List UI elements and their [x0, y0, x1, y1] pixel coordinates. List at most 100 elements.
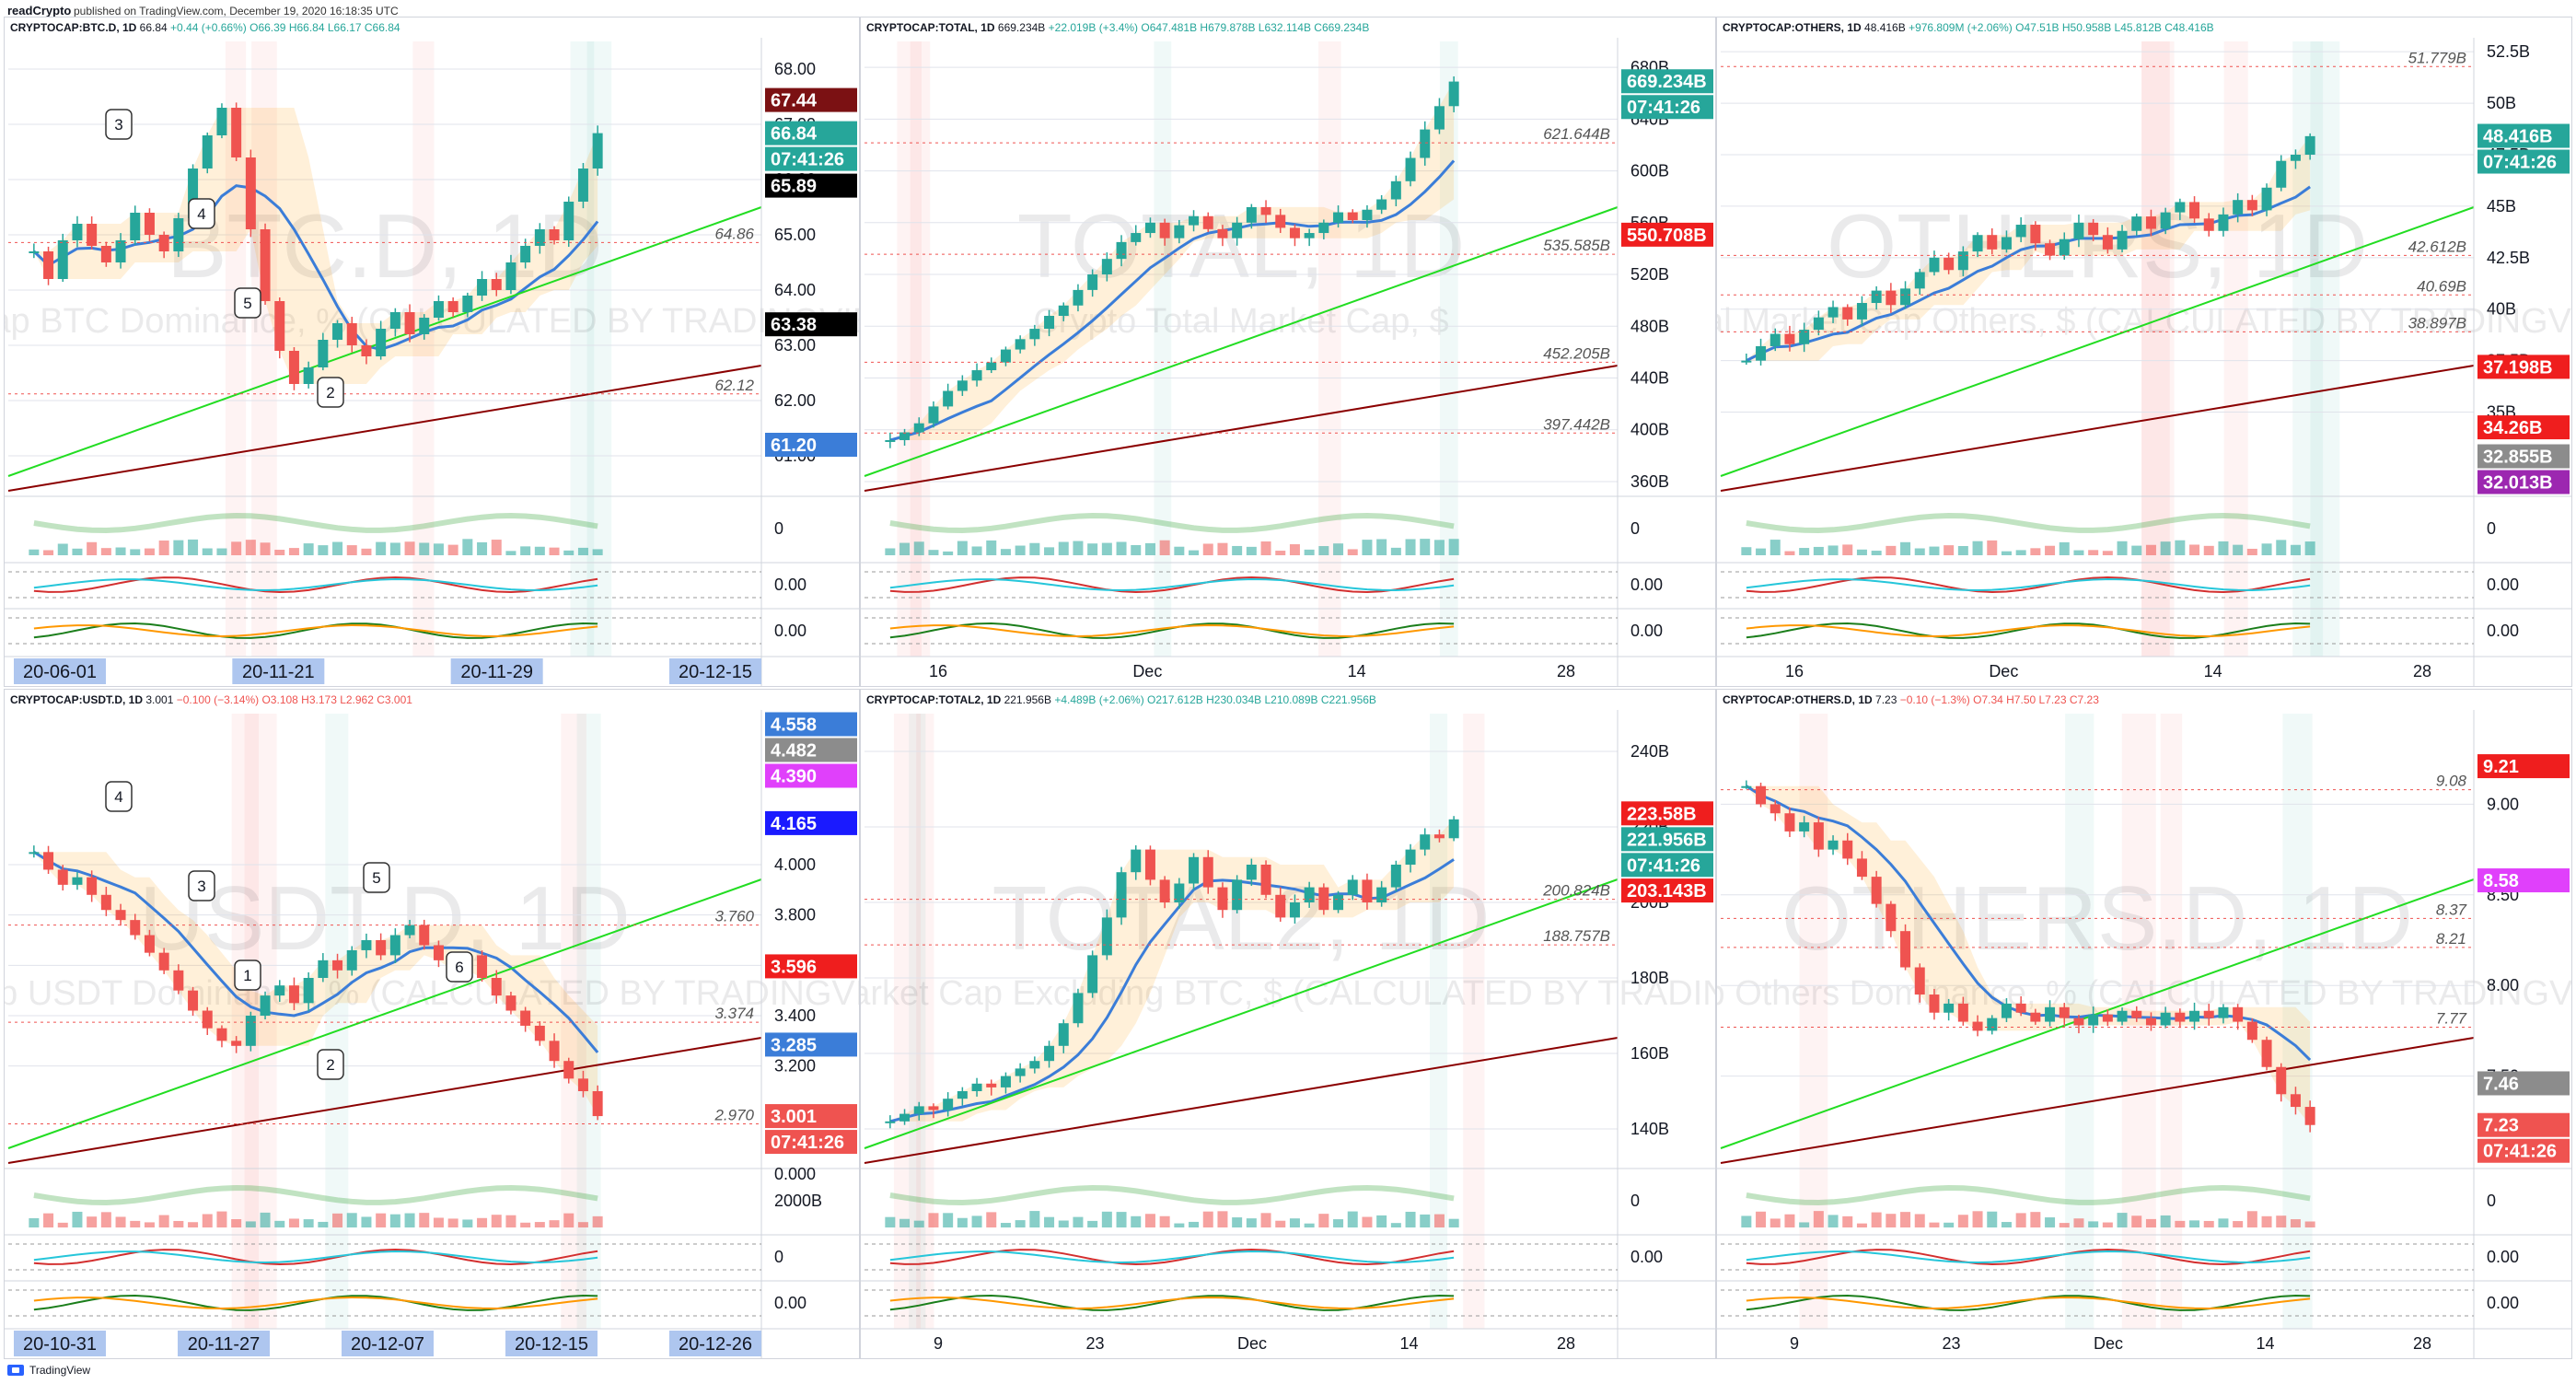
candle[interactable]: [376, 329, 387, 356]
candle[interactable]: [1275, 894, 1286, 918]
candle[interactable]: [2246, 1021, 2257, 1041]
candle[interactable]: [477, 955, 488, 978]
candle[interactable]: [216, 1028, 227, 1041]
candle[interactable]: [1900, 931, 1911, 968]
candle[interactable]: [1029, 1061, 1040, 1069]
candle[interactable]: [1015, 1068, 1026, 1076]
candle[interactable]: [2131, 216, 2142, 231]
candle[interactable]: [1101, 917, 1112, 956]
candle[interactable]: [928, 1106, 939, 1111]
candle[interactable]: [563, 1061, 574, 1079]
candle[interactable]: [534, 229, 545, 246]
candle[interactable]: [1756, 345, 1767, 361]
candle[interactable]: [1433, 106, 1445, 130]
candle[interactable]: [1871, 290, 1882, 304]
candle[interactable]: [1741, 360, 1752, 363]
candle[interactable]: [376, 940, 387, 956]
wave-callout[interactable]: 6: [446, 951, 473, 983]
candle[interactable]: [231, 108, 242, 157]
candle[interactable]: [361, 940, 372, 950]
candle[interactable]: [1756, 785, 1767, 805]
candle[interactable]: [1420, 834, 1431, 850]
candle[interactable]: [899, 432, 911, 440]
candle[interactable]: [2088, 222, 2099, 236]
candle[interactable]: [1232, 879, 1243, 911]
candle[interactable]: [1202, 856, 1213, 888]
candle[interactable]: [1275, 215, 1286, 228]
wave-callout[interactable]: 1: [234, 959, 261, 991]
candle[interactable]: [2088, 1014, 2099, 1026]
candle[interactable]: [1972, 235, 1983, 252]
candle[interactable]: [592, 1091, 603, 1117]
candle[interactable]: [1362, 879, 1373, 902]
candle[interactable]: [188, 990, 199, 1011]
candle[interactable]: [2073, 1018, 2084, 1026]
candle[interactable]: [534, 1025, 545, 1041]
wave-callout[interactable]: 4: [105, 781, 133, 812]
candle[interactable]: [477, 279, 488, 296]
candle[interactable]: [389, 935, 400, 956]
candle[interactable]: [2290, 155, 2301, 161]
chart-panel-others_d[interactable]: CRYPTOCAP:OTHERS.D, 1D 7.23 −0.10 (−1.3%…: [1716, 689, 2572, 1359]
candle[interactable]: [173, 970, 184, 991]
candle[interactable]: [1246, 206, 1257, 223]
candle[interactable]: [1044, 1045, 1055, 1062]
candle[interactable]: [72, 877, 83, 885]
candle[interactable]: [419, 925, 430, 946]
candle[interactable]: [885, 439, 896, 442]
candle[interactable]: [2160, 212, 2171, 229]
candle[interactable]: [274, 301, 285, 351]
candle[interactable]: [1871, 877, 1882, 904]
candle[interactable]: [288, 351, 299, 384]
candle[interactable]: [1000, 1076, 1011, 1087]
candle[interactable]: [2276, 160, 2287, 188]
candle[interactable]: [43, 852, 54, 870]
candle[interactable]: [1856, 858, 1867, 878]
candle[interactable]: [144, 213, 155, 235]
candle[interactable]: [1448, 81, 1459, 107]
candle[interactable]: [2246, 200, 2257, 211]
candle[interactable]: [1886, 290, 1897, 306]
candle[interactable]: [332, 323, 343, 340]
candle[interactable]: [202, 1010, 213, 1029]
candle[interactable]: [986, 362, 997, 371]
candle[interactable]: [115, 910, 126, 921]
candle[interactable]: [520, 246, 531, 262]
candle[interactable]: [577, 1078, 588, 1091]
candle[interactable]: [1784, 813, 1795, 832]
wave-callout[interactable]: 5: [234, 287, 261, 319]
candle[interactable]: [1073, 993, 1084, 1024]
author-name[interactable]: readCrypto: [7, 4, 72, 17]
candle[interactable]: [971, 370, 982, 381]
candle[interactable]: [1131, 849, 1142, 873]
candle[interactable]: [1202, 215, 1213, 229]
candle[interactable]: [1044, 316, 1055, 330]
candle[interactable]: [1260, 206, 1271, 215]
candle[interactable]: [1376, 887, 1387, 902]
candle[interactable]: [303, 367, 314, 384]
candle[interactable]: [260, 229, 271, 301]
candle[interactable]: [2304, 135, 2315, 155]
candle[interactable]: [913, 423, 924, 433]
candle[interactable]: [971, 1083, 982, 1091]
candle[interactable]: [1987, 1018, 1998, 1031]
candle[interactable]: [1116, 872, 1127, 918]
candle[interactable]: [1914, 272, 1925, 289]
candle[interactable]: [2145, 216, 2156, 229]
candle[interactable]: [2160, 1012, 2171, 1026]
candle[interactable]: [245, 1016, 256, 1046]
chart-panel-usdt_d[interactable]: CRYPTOCAP:USDT.D, 1D 3.001 −0.100 (−3.14…: [4, 689, 860, 1359]
candle[interactable]: [1217, 887, 1228, 911]
candle[interactable]: [173, 218, 184, 251]
chart-panel-total2[interactable]: CRYPTOCAP:TOTAL2, 1D 221.956B +4.489B (+…: [860, 689, 1716, 1359]
candle[interactable]: [1448, 819, 1459, 839]
candle[interactable]: [433, 301, 444, 318]
candle[interactable]: [202, 135, 213, 169]
candle[interactable]: [231, 1041, 242, 1046]
candle[interactable]: [419, 318, 430, 334]
candle[interactable]: [1929, 257, 1940, 273]
candle[interactable]: [404, 312, 415, 334]
candle[interactable]: [520, 1010, 531, 1026]
candle[interactable]: [100, 246, 111, 262]
candle[interactable]: [1886, 903, 1897, 932]
